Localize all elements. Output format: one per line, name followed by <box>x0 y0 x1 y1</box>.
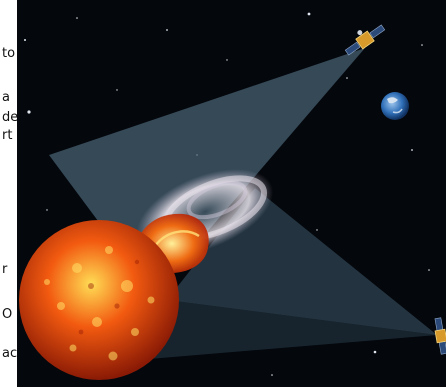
sun <box>19 220 179 380</box>
text-fragment: rt <box>2 128 13 143</box>
text-fragment: to <box>2 46 16 61</box>
stars <box>24 12 430 376</box>
space-illustration <box>17 0 446 387</box>
text-fragment: de <box>2 110 19 125</box>
earth <box>381 92 409 120</box>
satellite-icon <box>344 24 386 56</box>
lower-beam-shadow <box>137 300 437 360</box>
text-fragment: a <box>2 90 10 105</box>
text-fragment: ac <box>2 346 18 361</box>
satellite-icon <box>434 317 446 355</box>
left-text-strip: to a de rt r O ac <box>0 0 22 387</box>
text-fragment: O <box>2 307 13 322</box>
space-scene-svg <box>17 0 446 387</box>
text-fragment: r <box>2 262 8 277</box>
